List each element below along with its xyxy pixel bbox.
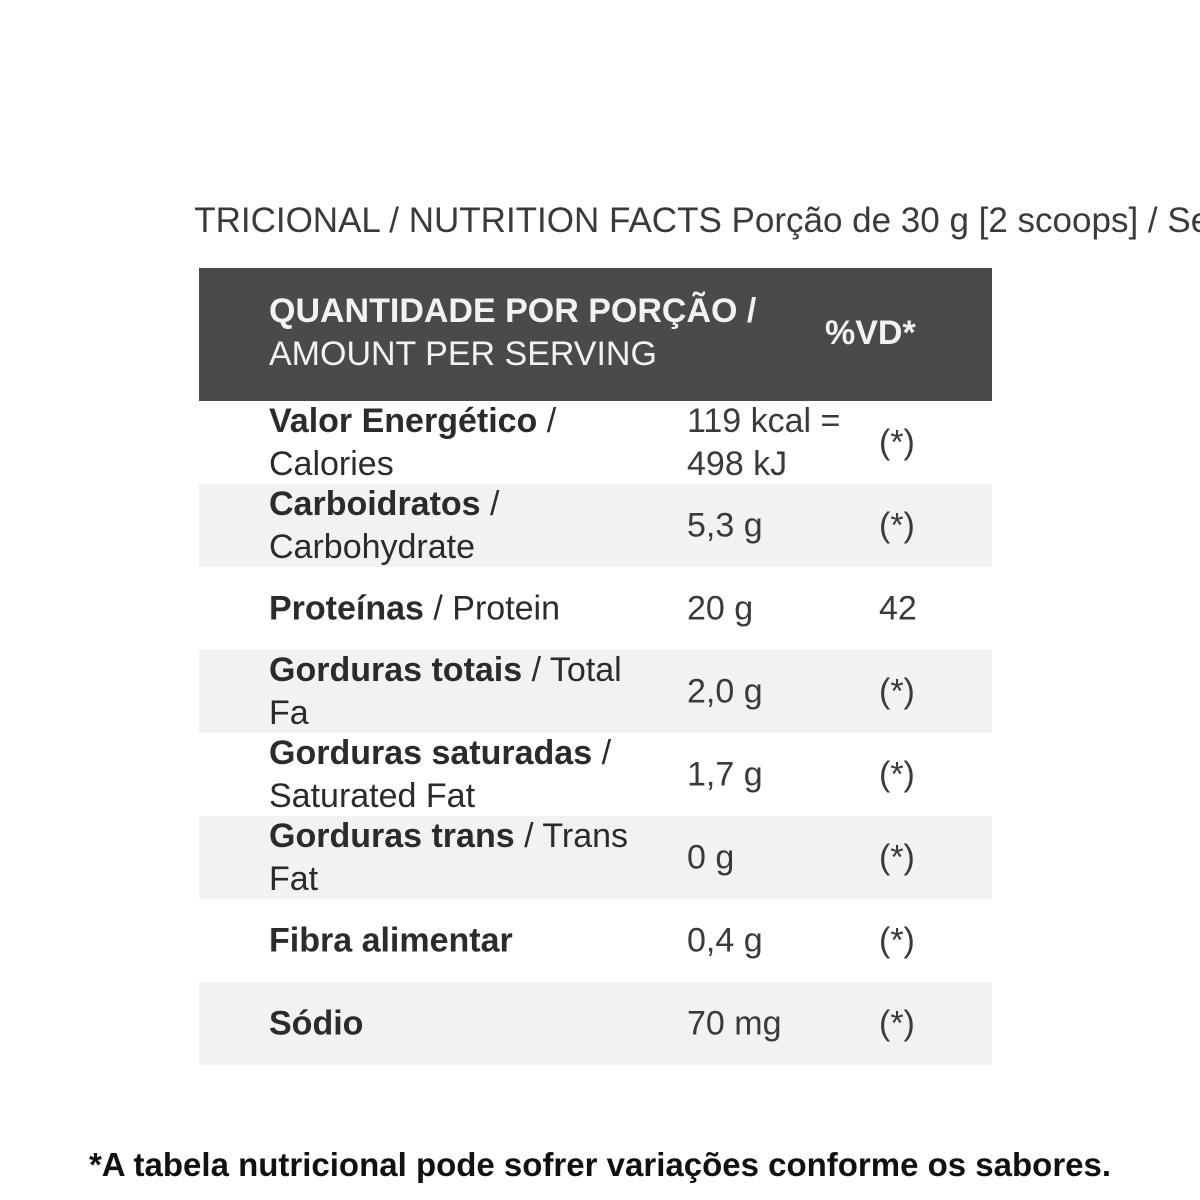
nutrient-quantity: 5,3 g xyxy=(687,506,763,544)
nutrient-name: Proteínas / Protein xyxy=(269,587,664,630)
nutrient-daily-value: (*) xyxy=(879,838,915,876)
nutrient-name-en: Trans Fat xyxy=(269,816,629,898)
nutrient-separator: / xyxy=(522,650,550,689)
nutrient-quantity: 2,0 g xyxy=(687,672,763,710)
nutrient-daily-value: (*) xyxy=(879,1004,915,1042)
nutrient-quantity: 119 kcal = 498 kJ xyxy=(687,401,877,484)
table-header: QUANTIDADE POR PORÇÃO / AMOUNT PER SERVI… xyxy=(199,268,992,401)
header-label-en: AMOUNT PER SERVING xyxy=(269,335,657,373)
header-amount-per-serving: QUANTIDADE POR PORÇÃO / AMOUNT PER SERVI… xyxy=(269,290,756,376)
nutrient-separator: / xyxy=(423,589,453,627)
nutrient-name-pt: Fibra alimentar xyxy=(269,921,513,959)
nutrient-daily-value: (*) xyxy=(879,672,915,710)
table-row-trans-fat: Gorduras trans / Trans Fat 0 g (*) xyxy=(199,816,992,899)
nutrient-daily-value: (*) xyxy=(879,921,915,959)
nutrient-daily-value: (*) xyxy=(879,506,915,544)
nutrient-name: Valor Energético / Calories xyxy=(269,401,664,484)
nutrient-name-en: Protein xyxy=(452,589,561,627)
table-row-protein: Proteínas / Protein 20 g 42 xyxy=(199,567,992,650)
nutrient-name-en: Saturated Fat xyxy=(269,776,476,815)
table-row-saturated-fat: Gorduras saturadas / Saturated Fat 1,7 g… xyxy=(199,733,992,816)
nutrient-daily-value: 42 xyxy=(879,589,917,627)
nutrient-name: Sódio xyxy=(269,1002,664,1045)
nutrient-name: Gorduras saturadas / Saturated Fat xyxy=(269,733,664,816)
nutrient-name-pt: Sódio xyxy=(269,1004,364,1042)
table-row-carbohydrate: Carboidratos / Carbohydrate 5,3 g (*) xyxy=(199,484,992,567)
nutrient-name-pt: Proteínas xyxy=(269,589,424,627)
nutrient-separator: / xyxy=(514,816,543,855)
nutrient-name: Fibra alimentar xyxy=(269,919,664,962)
header-label-pt: QUANTIDADE POR PORÇÃO / xyxy=(269,292,757,330)
nutrient-separator: / xyxy=(480,484,500,523)
nutrient-name: Gorduras totais / Total Fa xyxy=(269,650,664,733)
serving-caption-text: TRICIONAL / NUTRITION FACTS Porção de 30… xyxy=(194,201,1200,240)
nutrient-name-pt: Gorduras totais xyxy=(269,650,523,689)
nutrient-name-en: Carbohydrate xyxy=(269,527,476,566)
nutrient-quantity: 70 mg xyxy=(687,1004,782,1042)
nutrient-separator: / xyxy=(537,401,557,440)
nutrient-name-pt: Carboidratos xyxy=(269,484,481,523)
nutrient-name-pt: Gorduras trans xyxy=(269,816,515,855)
footnote: *A tabela nutricional pode sofrer variaç… xyxy=(88,1146,1112,1183)
nutrient-name-en: Calories xyxy=(269,444,394,483)
nutrient-name-pt: Valor Energético xyxy=(269,401,538,440)
nutrient-daily-value: (*) xyxy=(879,423,915,461)
header-daily-value: %VD* xyxy=(825,314,916,352)
table-row-sodium: Sódio 70 mg (*) xyxy=(199,982,992,1065)
table-row-energy: Valor Energético / Calories 119 kcal = 49… xyxy=(199,401,992,484)
table-row-total-fat: Gorduras totais / Total Fa 2,0 g (*) xyxy=(199,650,992,733)
nutrient-name: Gorduras trans / Trans Fat xyxy=(269,816,664,899)
quantity-kcal: 119 kcal = xyxy=(687,401,841,440)
nutrient-quantity: 0,4 g xyxy=(687,921,763,959)
quantity-kj: 498 kJ xyxy=(687,444,788,483)
nutrient-name-pt: Gorduras saturadas xyxy=(269,733,593,772)
nutrient-quantity: 1,7 g xyxy=(687,755,763,793)
nutrient-daily-value: (*) xyxy=(879,755,915,793)
nutrition-table: QUANTIDADE POR PORÇÃO / AMOUNT PER SERVI… xyxy=(199,268,992,1065)
nutrient-separator: / xyxy=(592,733,612,772)
nutrient-name-en: Total Fa xyxy=(269,650,622,732)
nutrient-quantity: 0 g xyxy=(687,838,735,876)
nutrient-name: Carboidratos / Carbohydrate xyxy=(269,484,664,567)
table-row-fiber: Fibra alimentar 0,4 g (*) xyxy=(199,899,992,982)
serving-caption: TRICIONAL / NUTRITION FACTS Porção de 30… xyxy=(0,196,1200,246)
nutrient-quantity: 20 g xyxy=(687,589,754,627)
